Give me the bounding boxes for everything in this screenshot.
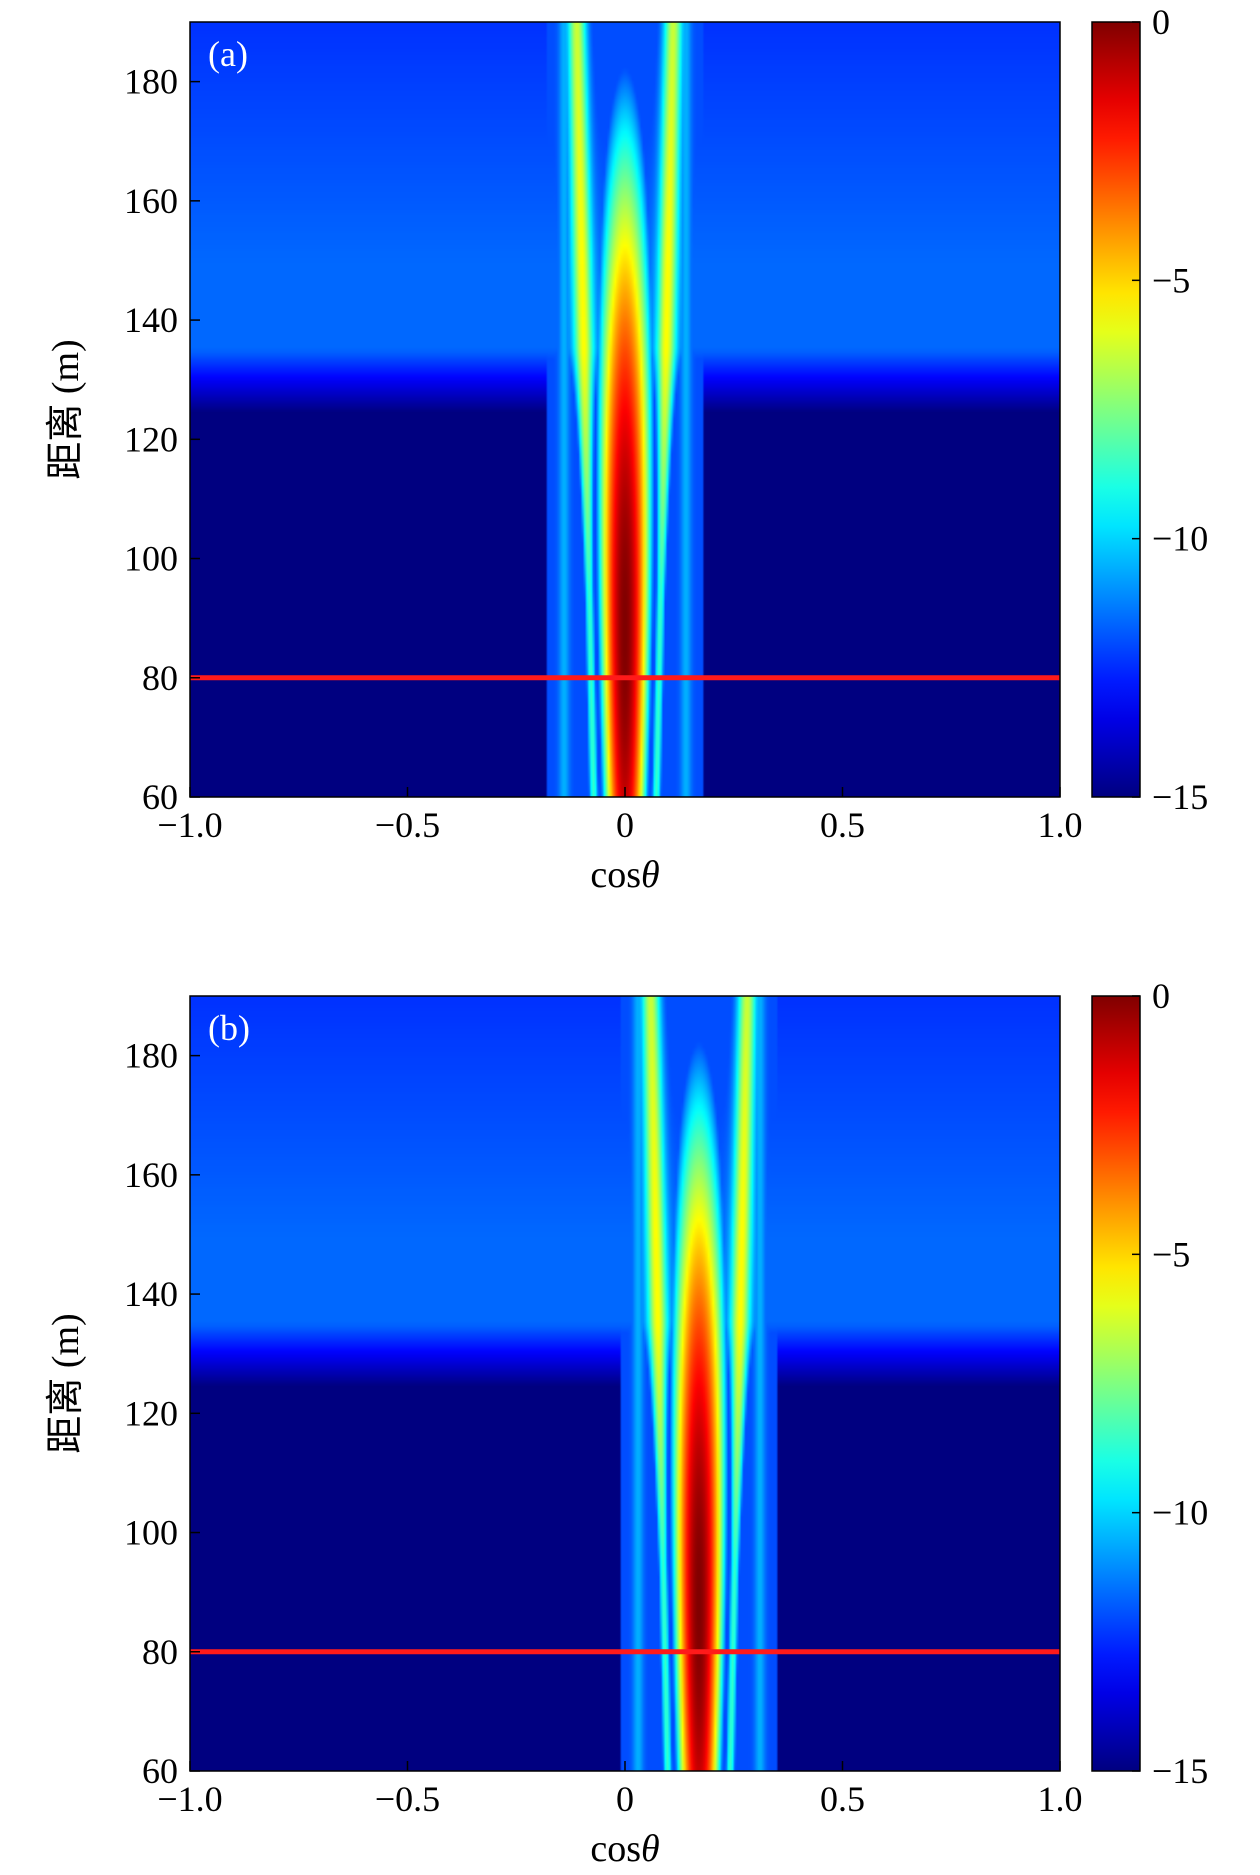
x-axis-label: cosθ [590,854,659,896]
colorbar-tick-label: −10 [1152,519,1208,559]
y-axis-label: 距离 (m) [45,1313,87,1453]
colorbar-tick-label: −10 [1152,1493,1208,1533]
x-tick-label: 1.0 [1038,805,1083,845]
x-axis-label: cosθ [590,1828,659,1870]
y-tick-label: 160 [124,1155,178,1195]
colorbar-tick-label: −5 [1152,1234,1190,1274]
colorbar-tick-label: 0 [1152,976,1170,1016]
y-tick-label: 80 [142,1632,178,1672]
x-tick-label: 0 [616,1779,634,1819]
y-tick-label: 120 [124,419,178,459]
y-tick-label: 180 [124,62,178,102]
colorbar-tick-label: −15 [1152,1751,1208,1791]
panel-label: (b) [208,1008,250,1048]
x-tick-label: −0.5 [375,805,440,845]
y-tick-label: 160 [124,181,178,221]
x-tick-label: 1.0 [1038,1779,1083,1819]
panel-label: (a) [208,34,248,74]
y-tick-label: 100 [124,1513,178,1553]
colorbar-tick-label: 0 [1152,2,1170,42]
panel-b: (b) −1.0 −0.5 0 0.5 1.0 60 80 100 120 140 160 180 cos… [45,976,1208,1870]
colorbar-tick-label: −5 [1152,260,1190,300]
colorbar-tick-label: −15 [1152,777,1208,817]
y-tick-label: 140 [124,300,178,340]
y-tick-label: 120 [124,1393,178,1433]
x-tick-label: −0.5 [375,1779,440,1819]
y-tick-label: 80 [142,658,178,698]
colorbar [1091,21,1141,798]
x-tick-label: −1.0 [157,1779,222,1819]
colorbar [1091,995,1141,1772]
heatmap-image [190,996,1060,1771]
y-tick-label: 100 [124,539,178,579]
y-axis-label: 距离 (m) [45,339,87,479]
heatmap-image [190,22,1060,797]
y-tick-label: 180 [124,1036,178,1076]
x-tick-label: 0 [616,805,634,845]
y-tick-label: 60 [142,777,178,817]
panel-a: (a) −1.0 −0.5 0 0.5 1.0 60 80 100 120 140 160 180 cos… [45,2,1208,896]
x-tick-label: 0.5 [820,805,865,845]
y-tick-label: 140 [124,1274,178,1314]
x-tick-label: −1.0 [157,805,222,845]
x-tick-label: 0.5 [820,1779,865,1819]
y-tick-label: 60 [142,1751,178,1791]
